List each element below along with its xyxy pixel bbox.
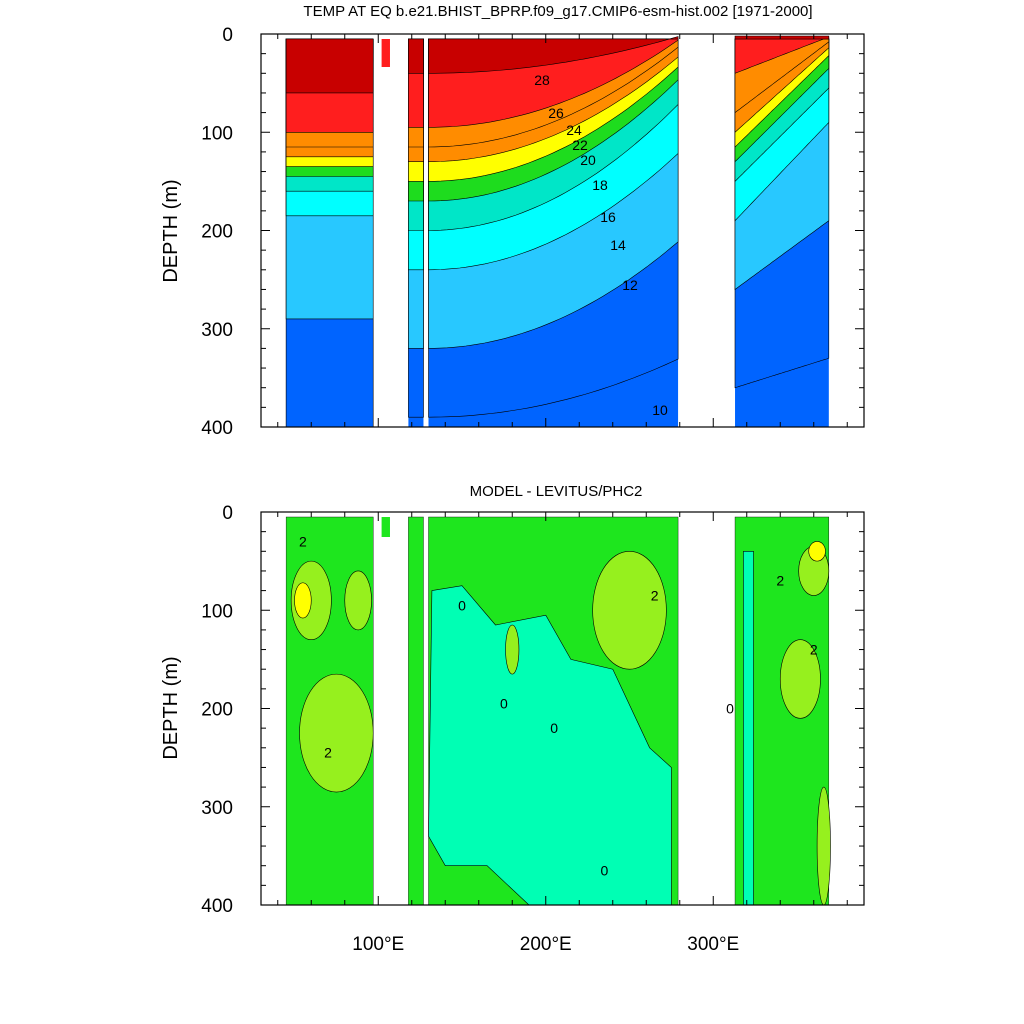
ocean-segment: [408, 516, 424, 905]
contour-label: 24: [566, 122, 582, 138]
plot-area: [285, 35, 830, 427]
surface-cell: [381, 517, 390, 537]
anomaly-region: [505, 624, 520, 675]
axis-ticks: [261, 511, 864, 906]
anomaly-region: [779, 639, 821, 719]
panel-temperature: TEMP AT EQ b.e21.BHIST_BPRP.f09_g17.CMIP…: [160, 3, 865, 439]
anomaly-region-zero: [743, 551, 754, 905]
x-tick-label: 300°E: [687, 934, 739, 955]
x-tick-label: 100°E: [352, 934, 404, 955]
contour-label: 2: [776, 573, 784, 589]
y-tick-label: 300: [201, 320, 233, 341]
isotherm-band: [285, 38, 374, 94]
contour-label: 20: [580, 152, 596, 168]
axis-ticks: [261, 33, 864, 428]
y-tick-label: 200: [201, 700, 233, 721]
isotherm-band: [734, 35, 830, 40]
y-tick-label: 0: [222, 25, 233, 46]
contour-label: 0: [726, 700, 734, 716]
contour-label: 2: [299, 533, 307, 549]
contour-label: 0: [500, 696, 508, 712]
chart-title: MODEL - LEVITUS/PHC2: [470, 483, 643, 500]
anomaly-region: [344, 570, 372, 631]
y-axis-label: DEPTH (m): [160, 656, 182, 759]
anomaly-region: [808, 541, 826, 562]
y-tick-label: 400: [201, 418, 233, 439]
plot-area: [285, 516, 831, 905]
contour-label: 2: [810, 641, 818, 657]
surface-cell: [381, 39, 390, 67]
y-axis-label: DEPTH (m): [160, 179, 182, 282]
contour-label: 16: [600, 209, 616, 225]
anomaly-region: [592, 550, 667, 670]
y-tick-label: 100: [201, 123, 233, 144]
y-tick-label: 200: [201, 222, 233, 243]
y-tick-labels: 0 100 200 300 400: [201, 25, 233, 439]
anomaly-region: [294, 582, 312, 619]
y-tick-label: 100: [201, 601, 233, 622]
y-tick-labels: 0 100 200 300 400: [201, 503, 233, 917]
contour-label: 18: [592, 177, 608, 193]
chart-title: TEMP AT EQ b.e21.BHIST_BPRP.f09_g17.CMIP…: [303, 3, 812, 20]
contour-labels: 2 2 2 2 2 0 0 0 0 0: [299, 533, 818, 878]
contour-label: 2: [651, 587, 659, 603]
isotherm-band: [734, 36, 830, 74]
x-tick-labels: 100°E 200°E 300°E: [352, 934, 739, 955]
y-tick-label: 0: [222, 503, 233, 524]
contour-label: 22: [572, 137, 588, 153]
contour-label: 26: [548, 105, 564, 121]
y-tick-label: 300: [201, 798, 233, 819]
contour-label: 14: [610, 237, 626, 253]
contour-label: 28: [534, 72, 550, 88]
contour-label: 10: [652, 402, 668, 418]
y-tick-label: 400: [201, 896, 233, 917]
isotherm-band: [428, 36, 679, 74]
contour-label: 0: [458, 597, 466, 613]
anomaly-region: [299, 673, 374, 793]
contour-label: 2: [324, 745, 332, 761]
anomaly-region: [816, 786, 831, 905]
contour-label: 0: [600, 863, 608, 879]
anomaly-region-zero: [428, 585, 672, 905]
contour-label: 0: [550, 720, 558, 736]
isotherm-band: [408, 38, 424, 74]
contour-label: 12: [622, 277, 638, 293]
x-tick-label: 200°E: [520, 934, 572, 955]
